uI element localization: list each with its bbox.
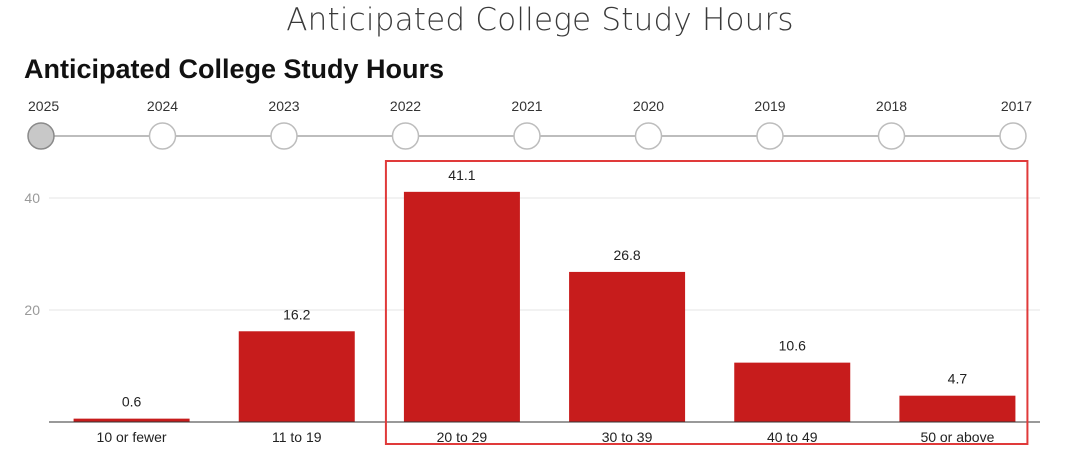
category-label: 40 to 49 xyxy=(767,429,818,445)
timeline-year-label: 2021 xyxy=(511,98,542,114)
bar[interactable] xyxy=(899,395,1016,422)
bar[interactable] xyxy=(238,331,355,422)
timeline-dot[interactable] xyxy=(270,122,298,150)
data-label: 10.6 xyxy=(779,338,806,354)
bar[interactable] xyxy=(403,191,520,422)
timeline-year-label: 2025 xyxy=(28,98,59,114)
timeline-year-label: 2020 xyxy=(633,98,664,114)
chart-title: Anticipated College Study Hours xyxy=(24,54,445,84)
timeline-year-label: 2018 xyxy=(876,98,907,114)
timeline-year-label: 2019 xyxy=(754,98,785,114)
timeline-dot[interactable] xyxy=(513,122,541,150)
timeline-dot[interactable] xyxy=(391,122,420,150)
y-tick-label: 20 xyxy=(24,302,40,318)
timeline-dot[interactable] xyxy=(148,122,177,150)
timeline-dot-selected[interactable] xyxy=(27,122,55,150)
timeline-dot[interactable] xyxy=(877,122,906,150)
category-label: 11 to 19 xyxy=(272,429,322,445)
year-timeline: 2025 2024 2023 2022 2021 2020 2019 2018 2017 xyxy=(27,98,1032,150)
timeline-dot[interactable] xyxy=(634,122,663,150)
bar[interactable] xyxy=(569,271,686,422)
timeline-year-label: 2023 xyxy=(268,98,299,114)
data-label: 4.7 xyxy=(948,371,968,387)
bar[interactable] xyxy=(73,418,190,422)
bar-chart: 20 40 0.6 10 or fewer 16.2 11 to 19 41.1 20 to … xyxy=(24,160,1040,445)
category-label: 50 or above xyxy=(920,429,994,445)
bar[interactable] xyxy=(734,362,851,422)
highlight-box xyxy=(384,160,1029,445)
category-label: 30 to 39 xyxy=(602,429,653,445)
timeline-year-label: 2017 xyxy=(1001,98,1032,114)
data-label: 16.2 xyxy=(283,306,310,322)
page-title: Anticipated College Study Hours xyxy=(286,2,794,38)
timeline-dot[interactable] xyxy=(756,122,784,150)
data-label: 41.1 xyxy=(448,167,475,183)
category-label: 10 or fewer xyxy=(97,429,167,445)
data-label: 0.6 xyxy=(122,394,142,410)
timeline-year-label: 2024 xyxy=(147,98,178,114)
timeline-year-label: 2022 xyxy=(390,98,421,114)
data-label: 26.8 xyxy=(613,247,640,263)
category-label: 20 to 29 xyxy=(437,429,488,445)
timeline-dot[interactable] xyxy=(999,122,1027,150)
y-tick-label: 40 xyxy=(24,190,40,206)
